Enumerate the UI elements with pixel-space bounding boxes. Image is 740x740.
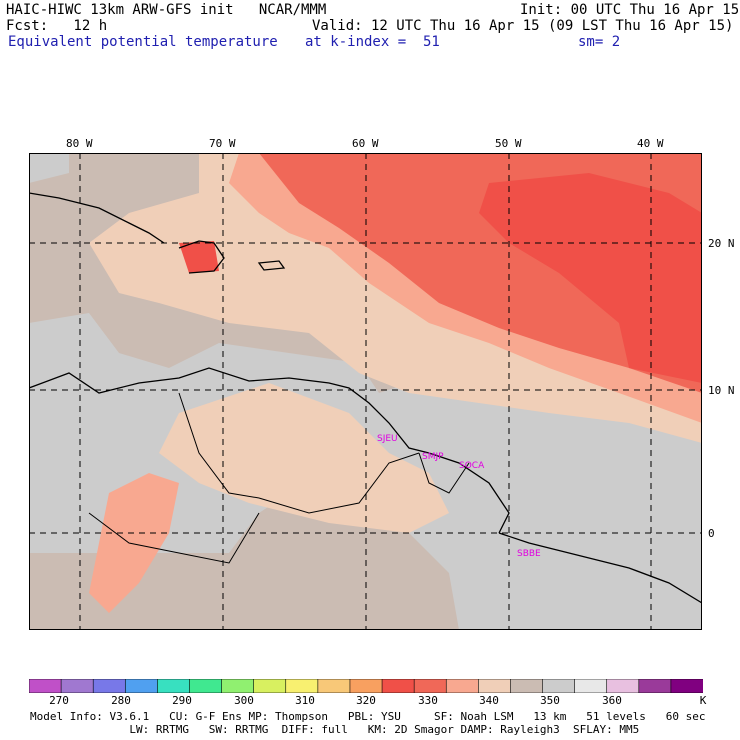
valid-time: Valid: 12 UTC Thu 16 Apr 15 (09 LST Thu …: [312, 18, 734, 34]
colorbar-swatch: [445, 679, 480, 693]
colorbar-label-330: 330: [418, 694, 438, 707]
lon-label-40w: 40 W: [637, 137, 664, 150]
level-info: at k-index = 51: [305, 34, 440, 50]
colorbar: [29, 679, 703, 693]
model-info-line2: LW: RRTMG SW: RRTMG DIFF: full KM: 2D Sm…: [30, 723, 640, 736]
coast-cuba: [29, 192, 165, 244]
colorbar-swatch: [253, 679, 287, 693]
region-andes-highs: [89, 473, 179, 613]
border-suriname: [418, 452, 470, 494]
region-340-350-south-america: [159, 383, 449, 533]
colorbar-swatch: [157, 679, 191, 693]
colorbar-swatch: [510, 679, 544, 693]
colorbar-swatch: [317, 679, 351, 693]
colorbar-swatch: [189, 679, 223, 693]
colorbar-label-270: 270: [49, 694, 69, 707]
theta-e-map: SJEU SMJP SOCA SBBE: [29, 153, 702, 630]
lon-label-50w: 50 W: [495, 137, 522, 150]
map-frame: [29, 153, 702, 630]
colorbar-swatch: [60, 679, 94, 693]
station-smjp: SMJP: [422, 452, 444, 462]
region-350-360-nw: [29, 153, 69, 183]
smoothing-info: sm= 2: [578, 34, 621, 50]
colorbar-label-300: 300: [234, 694, 254, 707]
colorbar-label-360: 360: [602, 694, 622, 707]
colorbar-swatch: [478, 679, 512, 693]
lat-label-10n: 10 N: [708, 384, 735, 397]
colorbar-swatch: [221, 679, 255, 693]
lon-label-60w: 60 W: [352, 137, 379, 150]
lat-label-20n: 20 N: [708, 237, 735, 250]
colorbar-swatch: [670, 679, 703, 693]
colorbar-swatch: [29, 679, 62, 693]
colorbar-swatch: [542, 679, 576, 693]
colorbar-label-320: 320: [356, 694, 376, 707]
colorbar-label-290: 290: [172, 694, 192, 707]
lat-label-0: 0: [708, 527, 715, 540]
lon-label-70w: 70 W: [209, 137, 236, 150]
colorbar-swatch: [349, 679, 383, 693]
colorbar-swatch: [574, 679, 608, 693]
colorbar-label-350: 350: [540, 694, 560, 707]
coast-puerto-rico: [257, 260, 286, 271]
model-info-line1: Model Info: V3.6.1 CU: G-F Ens MP: Thomp…: [30, 710, 706, 723]
station-sbbe: SBBE: [517, 549, 541, 559]
lon-label-80w: 80 W: [66, 137, 93, 150]
colorbar-swatch: [606, 679, 640, 693]
field-name: Equivalent potential temperature: [8, 34, 278, 50]
colorbar-swatch: [92, 679, 127, 693]
coastlines: [29, 192, 702, 604]
colorbar-swatch: [638, 679, 672, 693]
coast-south-america-north: [29, 367, 510, 534]
model-title: HAIC-HIWC 13km ARW-GFS init NCAR/MMM: [6, 2, 327, 18]
border-colombia-venezuela: [178, 392, 260, 499]
colorbar-swatch: [285, 679, 319, 693]
colorbar-label-340: 340: [479, 694, 499, 707]
borders: [88, 392, 470, 564]
init-time: Init: 00 UTC Thu 16 Apr 15: [520, 2, 740, 18]
border-venezuela-guyana: [258, 452, 420, 514]
colorbar-swatch: [381, 679, 415, 693]
station-sjeu: SJEU: [377, 434, 398, 444]
coast-brazil: [498, 532, 702, 604]
region-core-330: [479, 173, 702, 383]
station-soca: SOCA: [459, 461, 485, 471]
coast-hispaniola: [178, 240, 225, 274]
graticule: [29, 153, 702, 630]
forecast-hour: Fcst: 12 h: [6, 18, 108, 34]
colorbar-swatch: [124, 679, 159, 693]
colorbar-label-310: 310: [295, 694, 315, 707]
colorbar-label-280: 280: [111, 694, 131, 707]
colorbar-unit: K: [699, 694, 707, 707]
colorbar-swatch: [413, 679, 448, 693]
border-ecuador-peru: [88, 512, 260, 564]
region-hispaniola: [179, 241, 219, 273]
